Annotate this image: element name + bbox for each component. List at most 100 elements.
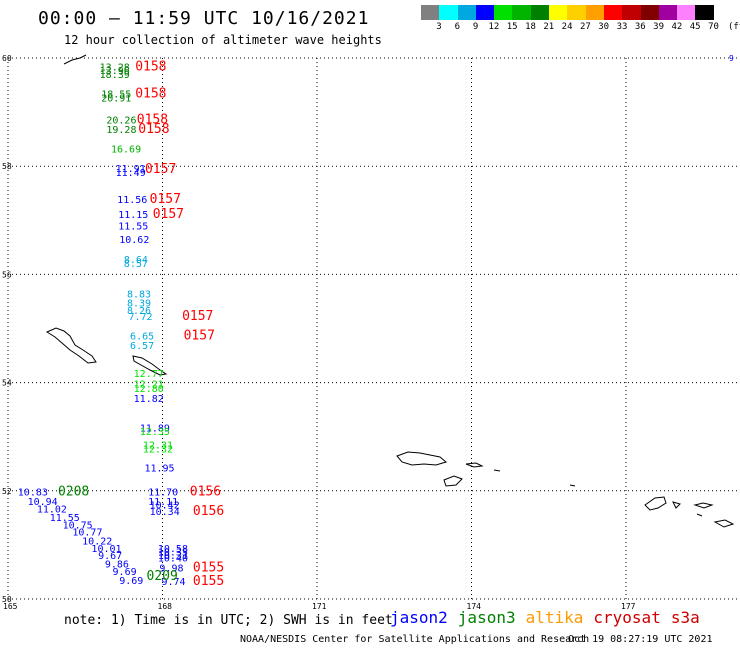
legend-label: 36 [634,22,646,32]
legend-swatch [695,5,714,20]
pass-time-label: 0157 [150,192,181,207]
pass-time-label: 0155 [193,560,224,575]
wave-height-label: 10.01 [91,544,121,555]
wave-height-label: 13.96 [100,66,130,77]
lon-tick-label: 171 [312,602,327,611]
wave-height-label: 11.89 [140,423,170,434]
wave-height-label: 10.42 [150,501,180,512]
wave-height-label: 10.94 [28,497,58,508]
legend-label: 18 [525,22,536,32]
island-outline [693,502,714,509]
island-outline [132,355,168,376]
wave-height-label: 8.57 [124,259,148,270]
color-legend-bar [421,5,714,20]
island-outline [713,519,735,528]
legend-label: 30 [598,22,610,32]
legend-label: 21 [543,22,555,32]
island-outline [465,462,484,468]
satellite-name: jason2 [390,608,448,627]
satellite-name: jason3 [457,608,516,627]
pass-time-label: 0157 [182,309,213,324]
satellite-name: altika [525,608,584,627]
satellite-legend: jason2 jason3 altika cryosat s3a [390,608,710,627]
wave-height-label: 12.32 [143,444,173,455]
wave-height-label: 11.70 [148,488,178,499]
legend-label: 24 [561,22,573,32]
wave-height-label: 12.21 [134,379,164,390]
wave-height-label: 11.15 [118,210,148,221]
pass-time-label: 0209 [147,569,178,584]
wave-height-label: 9.86 [105,560,129,571]
legend-label: 15 [506,22,518,32]
wave-height-label: 19.28 [106,125,136,136]
wave-height-label: 11.82 [134,394,164,405]
wave-height-label: 9.69 [113,567,137,578]
legend-label: 6 [454,22,460,32]
wave-height-label: 11.91 [116,164,146,175]
wave-height-label: 9.98 [159,563,183,574]
island-outline [696,513,703,517]
island-outline [493,469,501,472]
wave-height-label: 11.56 [117,195,147,206]
legend-label: 42 [671,22,683,32]
legend-swatch [457,5,476,20]
wave-height-label: 11.49 [116,168,146,179]
pass-time-label: 0156 [190,485,221,500]
lat-tick-label: 56 [2,270,12,279]
island-outline [644,496,667,511]
wave-height-label: 9.74 [161,577,185,588]
wave-height-label: 8.39 [127,298,151,309]
coastline [45,54,735,528]
pass-time-label: 0208 [58,485,89,500]
pass-time-label: 0156 [193,504,224,519]
pass-time-label: 0157 [184,328,215,343]
lon-tick-label: 165 [3,602,18,611]
wave-height-label: 18.55 [101,89,131,100]
wave-height-label: 11.55 [118,221,148,232]
pass-time-label: 0157 [153,207,184,222]
island-outline [396,451,448,466]
wave-height-label: 12.31 [143,441,173,452]
lat-tick-label: 60 [2,54,12,63]
legend-swatch [439,5,458,20]
wave-height-label: 20.91 [101,93,131,104]
island-outline [443,475,463,487]
wave-height-label: 13.28 [100,62,130,73]
wave-height-label: 10.83 [18,488,48,499]
legend-swatch [421,5,440,20]
lon-tick-label: 177 [621,602,636,611]
legend-label: 12 [488,22,500,32]
lat-tick-label: 58 [2,162,12,171]
color-legend-labels: 3 6 9 12 15 18 21 24 27 30 33 36 39 42 45 70 [421,22,740,34]
wave-height-label: 8.26 [127,306,151,317]
wave-height-label: 8.64 [124,255,148,266]
legend-swatch [622,5,641,20]
lon-tick-label: 168 [158,602,173,611]
legend-label: 27 [579,22,591,32]
legend-label: 9 [472,22,479,32]
pass-time-label: 0158 [135,86,166,101]
legend-unit: (ft) [728,22,740,32]
wave-height-label: 11.95 [144,463,174,474]
legend-swatch [640,5,659,20]
island-outline [63,54,87,65]
island-outline [672,501,681,509]
wave-height-label: 11.11 [148,497,178,508]
wave-height-label: 12.77 [134,369,164,380]
wave-height-label: 10.58 [158,544,188,555]
legend-swatch [658,5,678,20]
pass-time-label: 0158 [137,112,168,127]
legend-swatch [585,5,604,20]
lat-tick-label: 54 [2,379,12,388]
wave-height-label: 10.40 [158,554,188,565]
footer-generated-date: Oct 19 08:27:19 UTC 2021 [568,634,713,645]
wave-height-label: 20.26 [106,115,136,126]
pass-time-label: 0155 [193,574,224,589]
wave-height-label: 6.65 [130,331,154,342]
chart-title: 00:00 — 11:59 UTC 10/16/2021 [38,8,370,29]
wave-height-label: 6.57 [130,341,154,352]
pass-time-label: 0157 [145,162,176,177]
wave-height-label: 10.77 [72,528,102,539]
wave-height-label: 10.34 [150,507,180,518]
